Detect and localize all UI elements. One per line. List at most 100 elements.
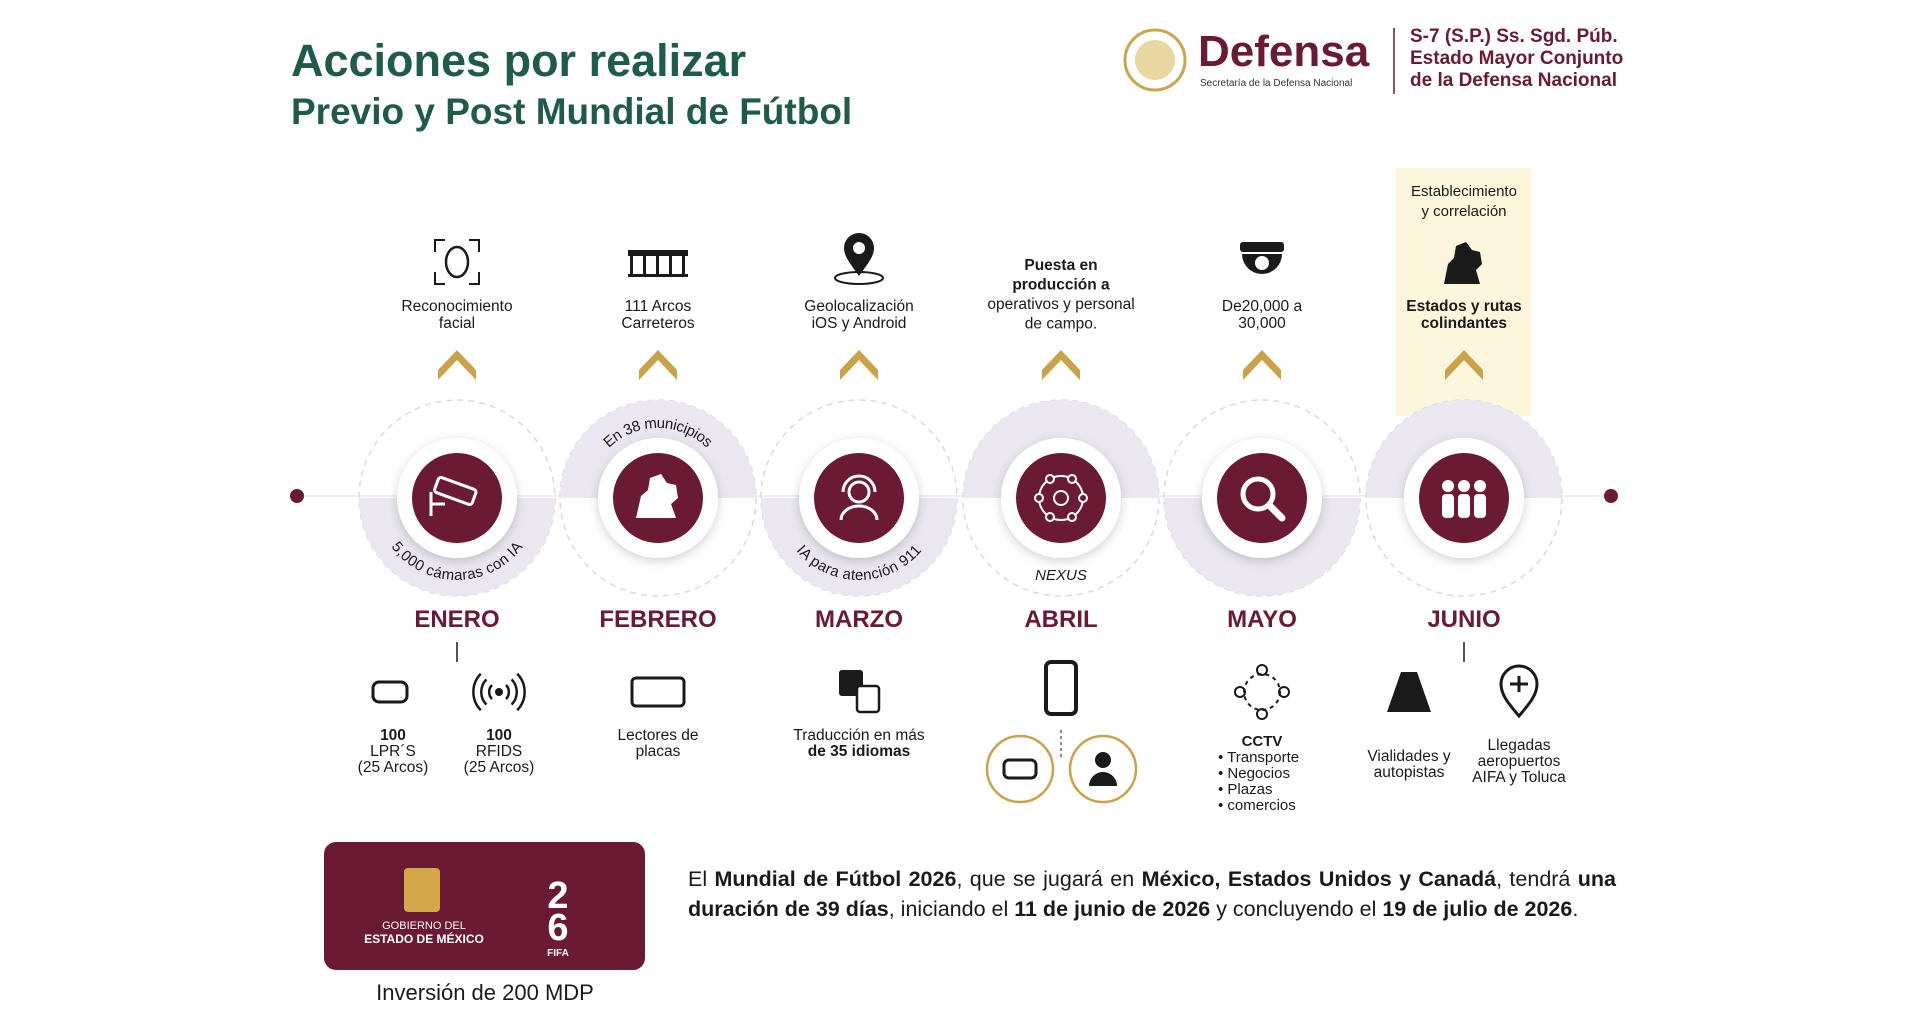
label-line: 30,000 [1238, 315, 1286, 332]
month-badge [814, 453, 904, 543]
icon [1243, 673, 1281, 711]
icon [444, 245, 470, 279]
icon [1499, 664, 1539, 719]
label-line: De20,000 a [1222, 298, 1303, 315]
label-line: 100 [486, 727, 512, 744]
icon [1387, 672, 1431, 712]
icon [1474, 494, 1486, 518]
icon [487, 684, 511, 700]
label-line: iOS y Android [812, 315, 907, 332]
month: ENERO [414, 606, 499, 633]
seal [1123, 28, 1187, 92]
icon [480, 678, 518, 706]
label-line: Vialidades y [1367, 748, 1451, 765]
icon [1266, 502, 1286, 522]
month: JUNIO [1427, 606, 1500, 633]
chevron [840, 350, 878, 380]
fifa: FIFA [547, 948, 569, 959]
icon-ring [985, 734, 1055, 804]
icon [839, 474, 879, 521]
gov-text: ESTADO DE MÉXICO [364, 931, 484, 946]
month: FEBRERO [599, 606, 716, 633]
icon [1474, 480, 1486, 492]
highlight [1396, 168, 1531, 416]
label-line: • comercios [1218, 797, 1296, 814]
label-line: autopistas [1374, 764, 1445, 781]
icon [1034, 493, 1044, 503]
label-line: Reconocimiento [401, 298, 512, 315]
icon [1255, 256, 1269, 270]
month-badge [1217, 453, 1307, 543]
label-line: (25 Arcos) [464, 759, 535, 776]
label-line: 100 [380, 727, 406, 744]
timeline-dot [1604, 489, 1618, 503]
month: MAYO [1227, 606, 1297, 633]
chevron [1445, 350, 1483, 380]
label-line: • Negocios [1218, 765, 1290, 782]
icon [1240, 476, 1276, 512]
month-badge [412, 453, 502, 543]
label-line: • Transporte [1218, 749, 1299, 766]
chevron [639, 350, 677, 380]
ring-band [1164, 498, 1360, 596]
label-line: • Plazas [1218, 781, 1272, 798]
icon [643, 256, 646, 274]
ring-text: NEXUS [1035, 567, 1087, 584]
icon [1045, 473, 1055, 484]
icon [1089, 772, 1117, 786]
icon [1256, 708, 1268, 720]
month-badge [1016, 453, 1106, 543]
paragraph-bold: 11 de junio de 2026 [1014, 897, 1211, 921]
icon [1458, 480, 1470, 492]
icon [371, 680, 409, 704]
paragraph-text: El [688, 867, 715, 891]
icon [834, 271, 884, 285]
sponsor-box [324, 842, 645, 970]
month: ABRIL [1024, 606, 1097, 633]
icon [844, 233, 874, 276]
icon [855, 684, 881, 714]
label-line: producción a [1012, 277, 1110, 294]
chevron [1243, 350, 1281, 380]
icon [472, 672, 526, 712]
icon [1256, 664, 1268, 676]
label-line: RFIDS [476, 743, 523, 760]
paragraph-text: , iniciando el [888, 897, 1015, 921]
title: Acciones por realizar [291, 35, 746, 86]
chevron [438, 350, 476, 380]
icon [1053, 490, 1069, 506]
paragraph-text: , que se jugará en [956, 867, 1142, 891]
label-line: Geolocalización [804, 298, 913, 315]
subtitle: Previo y Post Mundial de Fútbol [291, 91, 852, 132]
paragraph-bold: una duración de 39 días [688, 867, 1617, 921]
label-line: Estados y rutas [1406, 298, 1521, 315]
label-line: Llegadas [1488, 737, 1551, 754]
label-line: 111 Arcos [625, 298, 692, 315]
icon [1078, 493, 1088, 503]
icon [1002, 758, 1038, 780]
month: MARZO [815, 606, 903, 633]
paragraph: El Mundial de Fútbol 2026, que se jugará… [688, 864, 1616, 924]
paragraph-text: y concluyendo el [1210, 897, 1383, 921]
logo-name: Defensa [1198, 27, 1370, 76]
gov-shield [404, 868, 440, 912]
icon [847, 480, 871, 504]
gov-text: GOBIERNO DEL [382, 920, 466, 932]
icon [1067, 512, 1077, 523]
office-line: S-7 (S.P.) Ss. Sgd. Púb. [1410, 26, 1618, 47]
icon [1240, 242, 1284, 252]
label-line: placas [636, 743, 681, 760]
label-line: y correlación [1421, 203, 1506, 220]
label-line: Carreteros [621, 315, 694, 332]
icon [669, 256, 672, 274]
icon [1095, 752, 1111, 768]
label-line: LPR´S [370, 743, 416, 760]
ring-band [1366, 400, 1562, 498]
label-line: de campo. [1025, 316, 1097, 333]
ring-band [963, 400, 1159, 498]
icon [682, 256, 685, 274]
icon [630, 256, 633, 274]
icon [1045, 512, 1055, 523]
office-line: de la Defensa Nacional [1410, 70, 1617, 91]
